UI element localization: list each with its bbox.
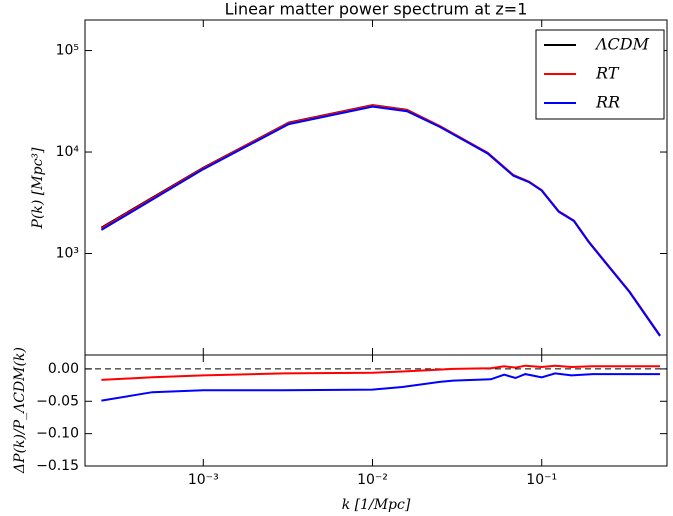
y-axis-label: ΔP(k)/P_ΛCDM(k) [12, 347, 28, 474]
plot-frame [84, 354, 668, 467]
data-line [100, 104, 661, 336]
y-tick-label: 10³ [56, 246, 79, 262]
legend-label: RR [595, 93, 620, 112]
y-axis-label: P(k) [Mpc³] [30, 147, 46, 229]
y-tick-label: 10⁵ [56, 43, 79, 59]
legend-label: RT [595, 64, 620, 83]
y-tick-label: −0.15 [36, 458, 79, 474]
x-tick-label: 10⁻² [357, 472, 388, 488]
data-line [100, 105, 661, 337]
data-line [100, 104, 661, 337]
chart-title: Linear matter power spectrum at z=1 [225, 0, 528, 19]
x-axis-label: k [1/Mpc] [342, 497, 411, 513]
legend-label: ΛCDM [594, 35, 650, 54]
y-tick-label: −0.10 [36, 426, 79, 442]
data-line [101, 364, 660, 381]
y-tick-label: 10⁴ [56, 144, 80, 160]
data-line [101, 372, 660, 402]
x-tick-label: 10⁻³ [188, 472, 219, 488]
y-tick-label: −0.05 [36, 393, 79, 409]
y-tick-label: 0.00 [48, 361, 79, 377]
x-tick-label: 10⁻¹ [526, 472, 557, 488]
